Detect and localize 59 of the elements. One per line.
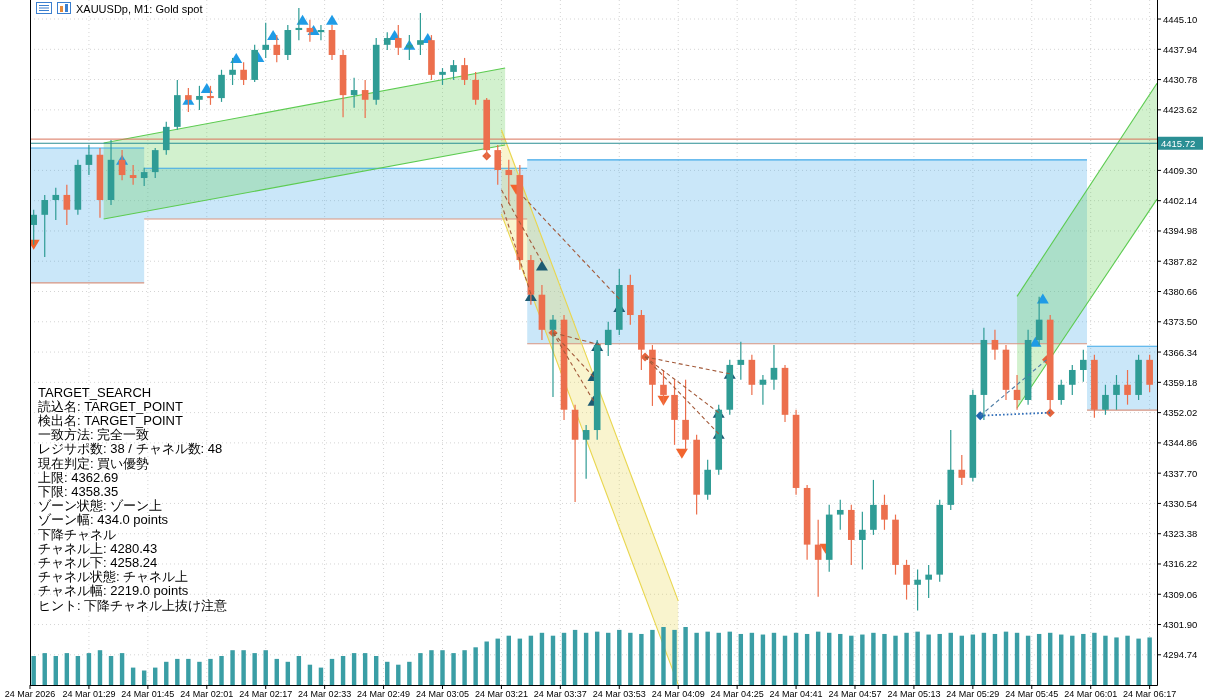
x-tick-label: 24 Mar 01:45 [121, 688, 175, 699]
x-tick-label: 24 Mar 05:45 [1005, 688, 1059, 699]
x-tick-label: 24 Mar 05:29 [946, 688, 1000, 699]
y-tick-label: 4301.90 [1163, 619, 1198, 631]
x-tick-label: 24 Mar 04:09 [651, 688, 705, 699]
x-tick-label: 24 Mar 04:57 [828, 688, 882, 699]
y-tick-label: 4323.38 [1163, 528, 1198, 540]
x-tick-label: 24 Mar 02:33 [298, 688, 352, 699]
y-tick-label: 4437.94 [1163, 43, 1198, 55]
annotation: チャネル幅: 2219.0 points [38, 583, 189, 599]
y-tick-label: 4394.98 [1163, 225, 1198, 237]
annotation: 上限: 4362.69 [38, 469, 119, 485]
y-tick-label: 4373.50 [1163, 316, 1198, 328]
annotation: レジサポ数: 38 / チャネル数: 48 [38, 441, 223, 457]
x-tick-label: 24 Mar 05:13 [887, 688, 941, 699]
annotation: 下降チャネル [38, 526, 116, 542]
y-tick-label: 4445.10 [1163, 13, 1198, 25]
y-tick-label: 4344.86 [1163, 437, 1198, 449]
y-tick-label: 4380.66 [1163, 286, 1198, 298]
x-tick-label: 24 Mar 04:41 [769, 688, 823, 699]
annotation: チャネル状態: チャネル上 [38, 569, 189, 585]
annotation: TARGET_SEARCH [38, 384, 152, 400]
x-tick-label: 24 Mar 06:01 [1064, 688, 1118, 699]
x-tick-label: 24 Mar 03:05 [415, 688, 470, 699]
x-tick-label: 24 Mar 03:37 [533, 688, 587, 699]
x-tick-label: 24 Mar 06:17 [1123, 688, 1177, 699]
x-tick-label: 24 Mar 02:17 [239, 688, 293, 699]
annotation: ゾーン状態: ゾーン上 [38, 498, 163, 514]
y-tick-label: 4366.34 [1163, 346, 1198, 358]
x-tick-label: 24 Mar 03:53 [592, 688, 646, 699]
y-tick-label: 4409.30 [1163, 164, 1198, 176]
y-tick-label: 4352.02 [1163, 407, 1198, 419]
y-tick-label: 4402.14 [1163, 195, 1198, 207]
annotation: 読込名: TARGET_POINT [38, 398, 183, 414]
y-tick-label: 4294.74 [1163, 649, 1198, 661]
x-tick-label: 24 Mar 01:29 [62, 688, 116, 699]
ref-line-label: 4415.72 [1161, 137, 1196, 149]
y-tick-label: 4309.06 [1163, 588, 1198, 600]
y-tick-label: 4387.82 [1163, 255, 1198, 267]
y-tick-label: 4337.70 [1163, 467, 1198, 479]
x-tick-label: 24 Mar 02:01 [180, 688, 234, 699]
annotation: チャネル上: 4280.43 [38, 540, 158, 556]
y-tick-label: 4330.54 [1163, 497, 1198, 509]
x-tick-label: 24 Mar 03:21 [474, 688, 528, 699]
y-tick-label: 4316.22 [1163, 558, 1198, 570]
annotation: チャネル下: 4258.24 [38, 554, 158, 570]
x-tick-label: 24 Mar 04:25 [710, 688, 764, 699]
x-tick-label: 24 Mar 2026 [4, 688, 56, 699]
y-tick-label: 4430.78 [1163, 74, 1198, 86]
chart-title: XAUUSDp, M1: Gold spot [76, 2, 203, 15]
x-tick-label: 24 Mar 02:49 [357, 688, 411, 699]
y-tick-label: 4423.62 [1163, 104, 1198, 116]
annotation: ゾーン幅: 434.0 points [38, 512, 169, 528]
annotation: 現在判定: 買い優勢 [38, 455, 150, 471]
y-tick-label: 4359.18 [1163, 376, 1198, 388]
annotation: 下限: 4358.35 [38, 483, 119, 499]
annotation: 検出名: TARGET_POINT [38, 412, 183, 428]
annotation: 一致方法: 完全一致 [38, 427, 150, 443]
annotation: ヒント: 下降チャネル上抜け注意 [38, 597, 228, 613]
